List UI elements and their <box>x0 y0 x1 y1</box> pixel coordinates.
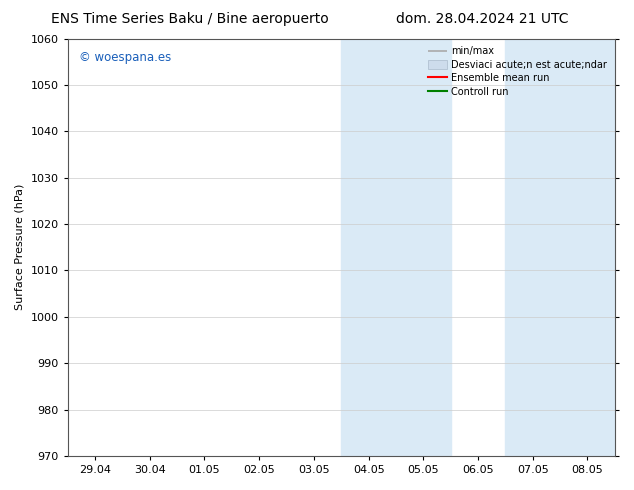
Text: © woespana.es: © woespana.es <box>79 51 171 64</box>
Bar <box>341 39 451 456</box>
Y-axis label: Surface Pressure (hPa): Surface Pressure (hPa) <box>15 184 25 311</box>
Text: dom. 28.04.2024 21 UTC: dom. 28.04.2024 21 UTC <box>396 12 568 26</box>
Bar <box>505 39 615 456</box>
Text: ENS Time Series Baku / Bine aeropuerto: ENS Time Series Baku / Bine aeropuerto <box>51 12 329 26</box>
Legend: min/max, Desviaci acute;n est acute;ndar, Ensemble mean run, Controll run: min/max, Desviaci acute;n est acute;ndar… <box>425 44 610 99</box>
